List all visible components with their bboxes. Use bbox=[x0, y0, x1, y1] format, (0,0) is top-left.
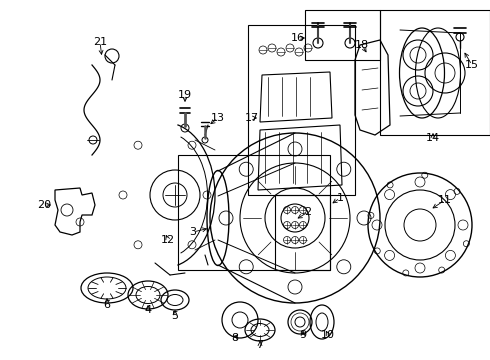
Text: 4: 4 bbox=[145, 305, 151, 315]
Bar bbox=[275, 195, 330, 270]
Text: 3: 3 bbox=[190, 227, 196, 237]
Text: 8: 8 bbox=[231, 333, 239, 343]
Bar bbox=[380, 10, 490, 135]
Text: 10: 10 bbox=[321, 330, 335, 340]
Text: 7: 7 bbox=[256, 340, 264, 350]
Text: 12: 12 bbox=[161, 235, 175, 245]
Bar bbox=[248, 25, 355, 195]
Text: 9: 9 bbox=[299, 330, 307, 340]
Bar bbox=[178, 155, 330, 270]
Text: 13: 13 bbox=[211, 113, 225, 123]
Text: 14: 14 bbox=[426, 133, 440, 143]
Text: 19: 19 bbox=[178, 90, 192, 100]
Text: 16: 16 bbox=[291, 33, 305, 43]
Text: 18: 18 bbox=[355, 40, 369, 50]
Text: 15: 15 bbox=[465, 60, 479, 70]
Text: 5: 5 bbox=[172, 311, 178, 321]
Text: 6: 6 bbox=[103, 300, 111, 310]
Text: 17: 17 bbox=[245, 113, 259, 123]
Text: 11: 11 bbox=[438, 195, 452, 205]
Text: 2: 2 bbox=[304, 207, 312, 217]
Text: 1: 1 bbox=[337, 193, 343, 203]
Bar bbox=[305, 10, 380, 60]
Text: 20: 20 bbox=[37, 200, 51, 210]
Text: 21: 21 bbox=[93, 37, 107, 47]
